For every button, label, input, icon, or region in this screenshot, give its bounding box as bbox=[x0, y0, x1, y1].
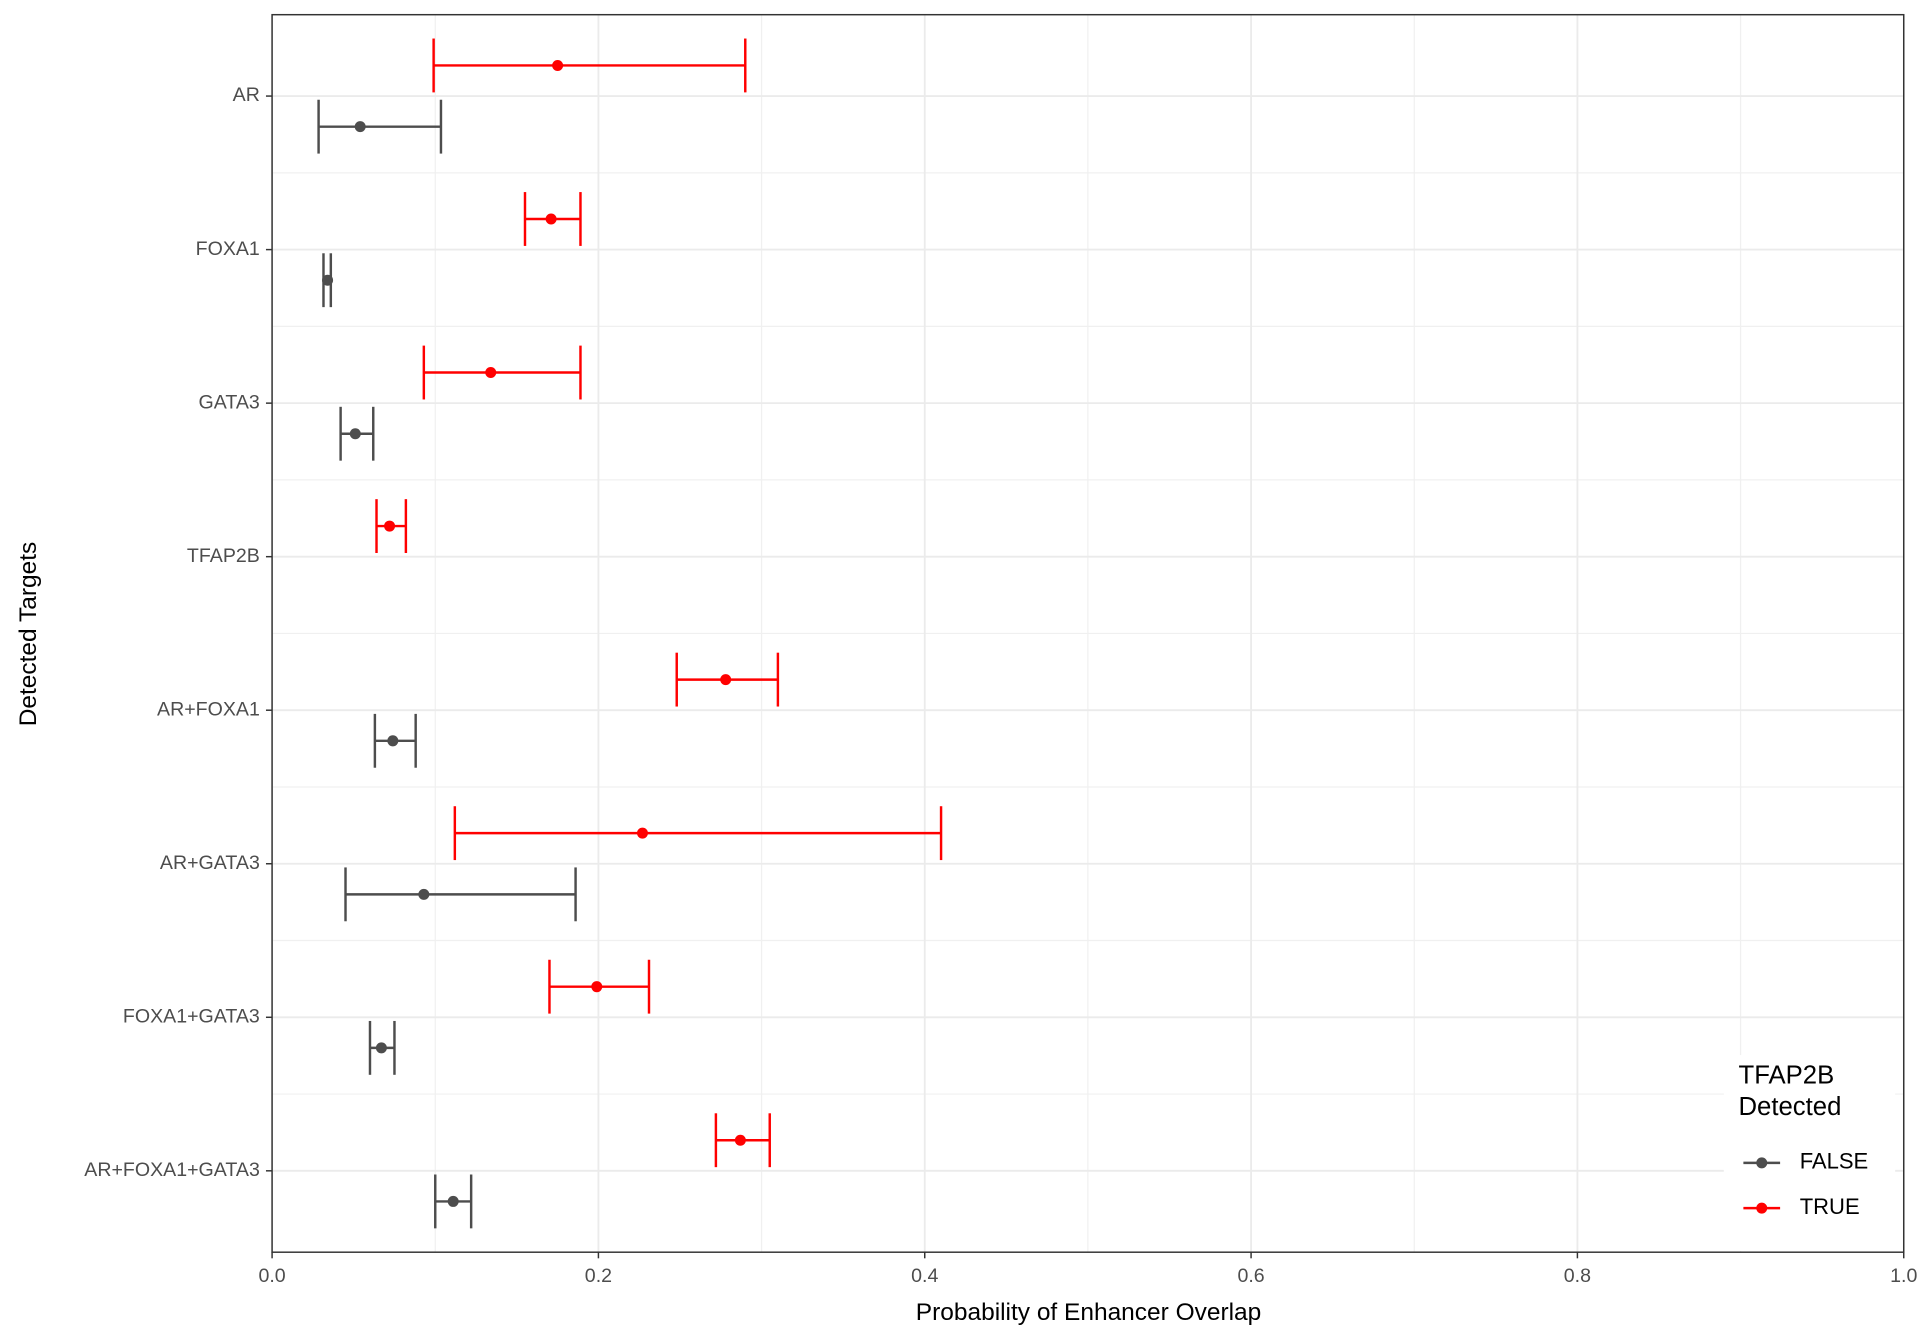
point bbox=[552, 59, 564, 71]
x-tick-label: 0.8 bbox=[1564, 1265, 1591, 1287]
y-axis-title: Detected Targets bbox=[15, 542, 42, 727]
point bbox=[349, 428, 361, 440]
x-tick-label: 0.0 bbox=[258, 1265, 285, 1287]
legend-key-point bbox=[1756, 1202, 1768, 1214]
point bbox=[720, 674, 732, 686]
y-tick-label: GATA3 bbox=[199, 391, 260, 413]
legend-title-box: TFAP2B Detected bbox=[1738, 1061, 1842, 1122]
error-bar bbox=[453, 806, 943, 861]
y-tick-label: AR+FOXA1+GATA3 bbox=[84, 1159, 260, 1181]
point bbox=[384, 520, 396, 532]
x-axis-title: Probability of Enhancer Overlap bbox=[916, 1299, 1261, 1326]
error-bar bbox=[432, 38, 747, 93]
marks bbox=[317, 38, 943, 1229]
x-tick-label: 1.0 bbox=[1890, 1265, 1917, 1287]
point bbox=[418, 888, 430, 900]
error-bar bbox=[422, 345, 582, 400]
error-bar bbox=[317, 99, 443, 154]
legend-label: TRUE bbox=[1800, 1194, 1860, 1219]
panel-border bbox=[271, 13, 1905, 1253]
error-bar bbox=[344, 867, 577, 922]
point bbox=[591, 981, 603, 993]
legend-key-point bbox=[1756, 1157, 1768, 1169]
x-tick-label: 0.2 bbox=[585, 1265, 612, 1287]
point bbox=[545, 213, 557, 225]
y-tick-label: FOXA1+GATA3 bbox=[123, 1005, 260, 1027]
y-tick-label: AR bbox=[233, 84, 260, 106]
point bbox=[322, 274, 334, 286]
point bbox=[387, 735, 399, 747]
legend: FALSE TRUE bbox=[1743, 1149, 1868, 1219]
x-tick-label: 0.4 bbox=[911, 1265, 938, 1287]
grid bbox=[271, 14, 1905, 1253]
legend-background bbox=[1723, 1055, 1896, 1251]
y-tick-label: AR+GATA3 bbox=[160, 852, 260, 874]
y-tick-label: AR+FOXA1 bbox=[157, 698, 260, 720]
point bbox=[734, 1134, 746, 1146]
point bbox=[485, 367, 497, 379]
legend-title: TFAP2B Detected bbox=[1738, 1061, 1842, 1122]
y-tick-label: TFAP2B bbox=[187, 545, 260, 567]
y-tick-label: FOXA1 bbox=[196, 238, 260, 260]
point bbox=[375, 1042, 387, 1054]
point bbox=[636, 827, 648, 839]
point bbox=[447, 1195, 459, 1207]
legend-label: FALSE bbox=[1800, 1149, 1869, 1174]
x-tick-label: 0.6 bbox=[1237, 1265, 1264, 1287]
point bbox=[354, 121, 366, 133]
